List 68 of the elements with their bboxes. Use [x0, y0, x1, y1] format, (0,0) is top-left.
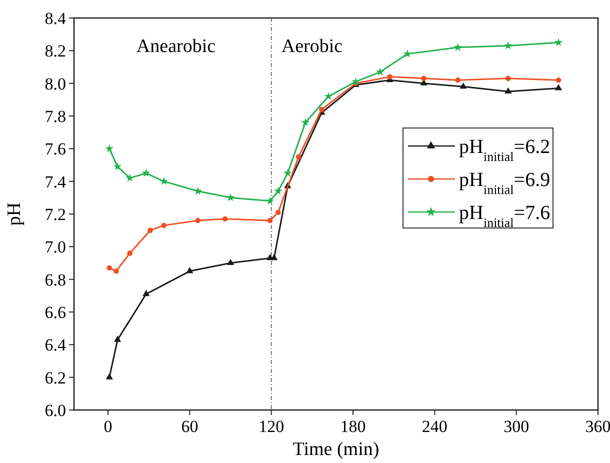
legend-label: pH$_{initial}$=6.9	[459, 169, 550, 196]
point	[504, 41, 512, 50]
point	[186, 267, 194, 274]
point	[421, 76, 426, 82]
point	[267, 218, 273, 224]
point	[506, 76, 511, 82]
point	[105, 144, 114, 152]
point	[376, 67, 384, 76]
y-tick-label: 7.4	[44, 172, 66, 192]
point	[127, 250, 132, 256]
point	[114, 336, 122, 342]
x-tick-label: 0	[104, 417, 112, 436]
x-tick-label: 120	[258, 417, 284, 436]
legend-label: pH$_{initial}$=7.6	[459, 202, 550, 230]
point	[387, 74, 392, 80]
point	[266, 196, 274, 205]
annotation: Aerobic	[281, 36, 343, 57]
y-tick-label: 6.2	[44, 368, 66, 388]
point	[274, 186, 282, 195]
point	[222, 216, 228, 222]
y-tick-label: 6.4	[44, 336, 66, 355]
point	[554, 84, 562, 90]
point	[319, 106, 324, 112]
point	[148, 228, 153, 233]
point	[106, 373, 113, 380]
x-tick-label: 300	[504, 417, 530, 436]
point	[403, 50, 412, 58]
point	[554, 38, 563, 46]
point	[270, 254, 278, 260]
point	[301, 118, 310, 126]
y-tick-label: 6.6	[44, 303, 66, 322]
y-tick-label: 8.0	[44, 74, 66, 94]
y-tick-label: 7.2	[44, 205, 66, 224]
y-tick-label: 7.6	[44, 140, 66, 159]
y-tick-label: 8.4	[44, 9, 66, 28]
x-tick-label: 60	[181, 417, 198, 436]
y-tick-label: 6.8	[44, 270, 66, 290]
y-tick-label: 7.0	[44, 238, 66, 257]
x-axis-title: Time (min)	[292, 439, 380, 460]
x-tick-label: 180	[340, 417, 366, 436]
point	[504, 87, 512, 94]
point	[283, 168, 292, 177]
point	[352, 77, 360, 86]
x-tick-label: 240	[422, 417, 448, 436]
point	[226, 193, 235, 202]
y-tick-label: 7.8	[44, 107, 66, 126]
point	[324, 92, 333, 100]
point	[106, 265, 112, 271]
point	[161, 222, 166, 228]
point	[296, 154, 302, 160]
legend-label: pH$_{initial}$=6.2	[459, 136, 550, 164]
point	[114, 268, 119, 274]
x-tick-label: 360	[585, 417, 610, 436]
point	[276, 210, 281, 216]
point	[455, 77, 460, 83]
y-axis-title: pH	[4, 202, 25, 226]
point	[142, 168, 150, 177]
point	[160, 176, 168, 185]
point	[195, 218, 200, 224]
point	[556, 77, 562, 83]
y-tick-label: 8.2	[44, 42, 66, 61]
point	[142, 290, 150, 296]
y-tick-label: 6.0	[44, 401, 66, 420]
point	[460, 82, 467, 89]
point	[226, 258, 234, 266]
point	[454, 42, 462, 51]
annotation: Anearobic	[136, 36, 216, 57]
point	[113, 162, 122, 170]
